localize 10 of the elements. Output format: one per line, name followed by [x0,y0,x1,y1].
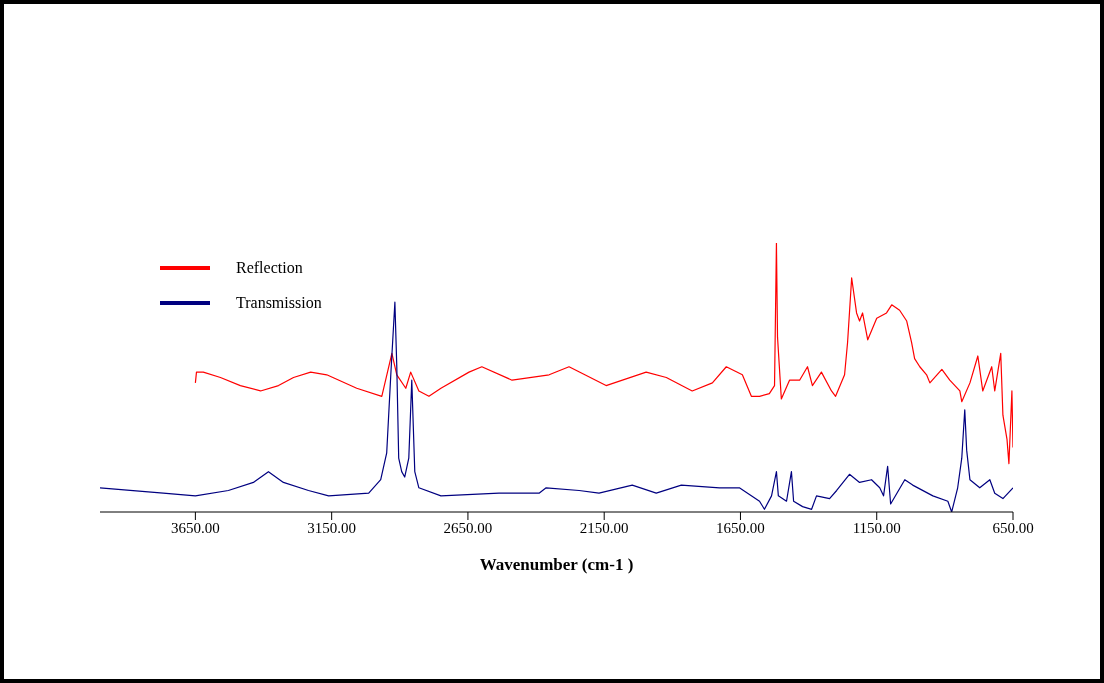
legend-label: Transmission [236,293,322,312]
legend-label: Reflection [236,258,303,277]
x-tick-label: 650.00 [992,519,1034,536]
x-tick-label: 2650.00 [443,519,493,536]
x-tick-label: 2150.00 [579,519,629,536]
x-axis-title: Wavenumber (cm-1 ) [479,555,634,574]
x-tick-label: 1150.00 [852,519,901,536]
x-tick-label: 3650.00 [171,519,220,536]
x-tick-label: 1650.00 [716,519,765,536]
x-tick-label: 3150.00 [307,519,357,536]
